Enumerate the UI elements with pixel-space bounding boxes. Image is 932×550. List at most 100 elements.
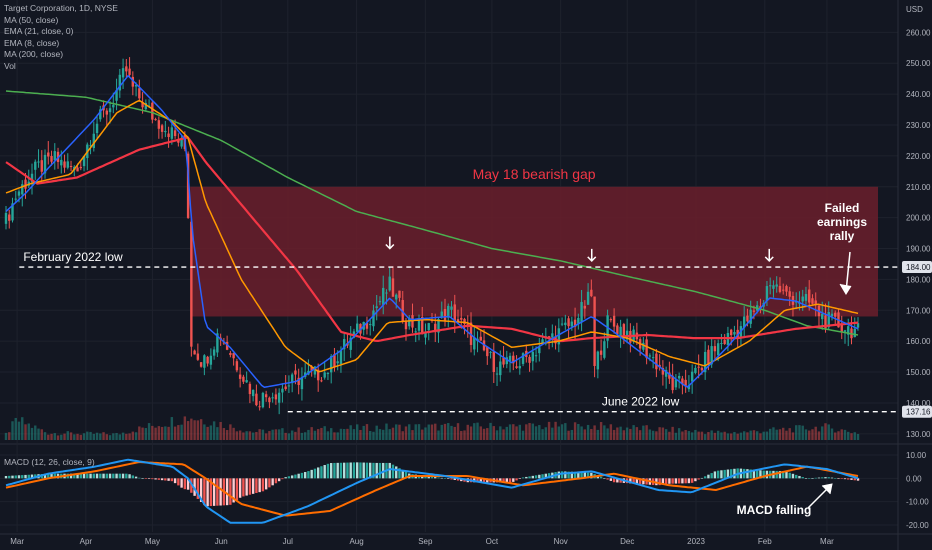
- volume-bar: [599, 422, 603, 440]
- candle-body: [736, 329, 739, 338]
- macd-histogram-bar: [528, 476, 531, 479]
- candle-body: [583, 305, 587, 309]
- volume-bar: [577, 423, 580, 440]
- candle-body: [242, 376, 245, 382]
- candle-body: [320, 380, 323, 382]
- volume-bar: [53, 433, 56, 440]
- volume-bar: [560, 424, 564, 440]
- macd-histogram-bar: [577, 472, 580, 479]
- volume-bar: [512, 424, 515, 440]
- candle-body: [785, 286, 788, 292]
- macd-histogram-bar: [508, 478, 512, 483]
- volume-bar: [590, 428, 593, 440]
- macd-tick-label: 10.00: [906, 451, 927, 460]
- candle-body: [616, 325, 619, 335]
- volume-bar: [170, 417, 174, 440]
- macd-legend[interactable]: MACD (12, 26, close, 9): [4, 457, 95, 467]
- time-tick-label: Oct: [486, 537, 499, 546]
- volume-bar: [733, 432, 736, 440]
- candle-body: [460, 317, 463, 320]
- volume-bar: [541, 429, 544, 440]
- volume-bar: [775, 429, 778, 440]
- time-tick-label: Nov: [554, 537, 568, 546]
- macd-histogram-bar: [173, 478, 177, 484]
- volume-bar: [95, 432, 99, 440]
- macd-histogram-bar: [733, 468, 736, 479]
- macd-histogram-bar: [297, 473, 300, 479]
- candle-body: [356, 323, 359, 332]
- macd-histogram-bar: [73, 473, 76, 479]
- volume-bar: [739, 432, 743, 440]
- volume-bar: [648, 429, 652, 440]
- legend-study-ema8[interactable]: EMA (8, close): [4, 37, 60, 48]
- candle-body: [684, 379, 687, 386]
- macd-histogram-bar: [486, 478, 489, 483]
- macd-histogram-bar: [801, 477, 804, 479]
- legend-study-ma50[interactable]: MA (50, close): [4, 14, 59, 25]
- volume-bar: [37, 428, 40, 440]
- volume-bar: [281, 428, 284, 440]
- volume-bar: [853, 432, 856, 440]
- candle-body: [95, 123, 99, 134]
- candle-body: [34, 161, 37, 170]
- volume-bar: [203, 424, 206, 440]
- legend-study-ema21[interactable]: EMA (21, close, 0): [4, 26, 74, 37]
- legend-study-volume[interactable]: Vol: [4, 60, 16, 71]
- macd-histogram-bar: [742, 468, 746, 479]
- volume-bar: [668, 431, 671, 440]
- macd-histogram-bar: [86, 473, 89, 479]
- volume-bar: [638, 430, 642, 440]
- candle-body: [668, 372, 671, 379]
- candle-body: [677, 375, 681, 379]
- candle-body: [297, 377, 300, 386]
- candle-body: [248, 383, 252, 395]
- volume-bar: [303, 432, 307, 440]
- volume-bar: [365, 424, 369, 440]
- volume-bar: [824, 423, 827, 440]
- volume-bar: [492, 426, 495, 440]
- volume-bar: [450, 425, 453, 440]
- macd-histogram-bar: [850, 478, 853, 480]
- candle-body: [141, 101, 144, 108]
- volume-bar: [294, 431, 297, 440]
- volume-bar: [684, 430, 687, 440]
- macd-histogram-bar: [225, 478, 229, 506]
- macd-histogram-bar: [616, 478, 619, 483]
- volume-bar: [847, 431, 850, 440]
- legend-study-ma200[interactable]: MA (200, close): [4, 49, 64, 60]
- volume-bar: [411, 430, 414, 440]
- candle-body: [664, 369, 668, 377]
- volume-bar: [664, 429, 668, 440]
- macd-histogram-bar: [17, 475, 21, 479]
- macd-histogram-bar: [118, 473, 122, 479]
- macd-histogram-bar: [235, 478, 239, 501]
- macd-histogram-bar: [694, 478, 697, 482]
- volume-bar: [326, 431, 330, 440]
- candle-body: [586, 291, 590, 305]
- candle-body: [112, 104, 115, 108]
- volume-bar: [177, 425, 180, 440]
- candle-body: [131, 76, 135, 87]
- volume-bar: [369, 430, 372, 440]
- volume-bar: [499, 426, 502, 440]
- candle-body: [60, 159, 63, 166]
- price-axis: USD 260.00 250.00 240.00 230.00 220.00 210.00 2…: [902, 5, 932, 530]
- candle-body: [121, 68, 125, 78]
- macd-histogram-bar: [778, 470, 782, 479]
- macd-histogram-bar: [707, 474, 710, 479]
- macd-histogram-bar: [821, 477, 824, 479]
- volume-bar: [551, 427, 554, 440]
- candle-body: [775, 284, 778, 287]
- volume-bar: [453, 426, 456, 440]
- volume-bar: [69, 432, 73, 440]
- candle-body: [170, 127, 174, 139]
- failed-rally-label: earnings: [817, 215, 867, 229]
- macd-histogram-bar: [375, 462, 378, 479]
- macd-histogram-bar: [365, 462, 369, 479]
- candle-body: [534, 355, 538, 357]
- macd-histogram-bar: [729, 469, 733, 479]
- volume-bar: [235, 431, 239, 440]
- candle-body: [294, 370, 297, 375]
- candle-body: [157, 120, 161, 129]
- candle-body: [580, 301, 583, 323]
